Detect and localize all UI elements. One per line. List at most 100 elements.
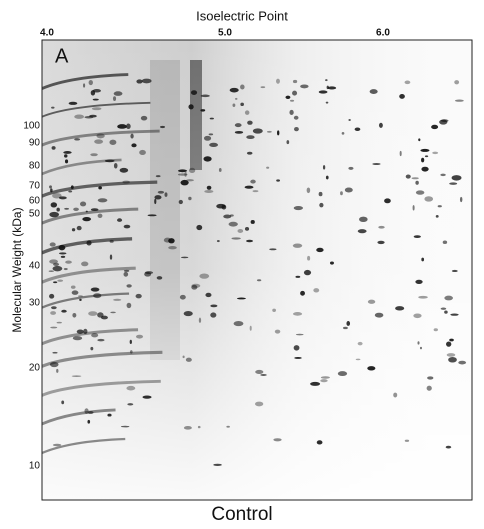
gel-spot xyxy=(157,190,165,194)
gel-spot xyxy=(90,153,98,157)
gel-band xyxy=(42,73,129,90)
gel-spot xyxy=(48,270,54,273)
gel-spot xyxy=(74,114,85,119)
gel-spot xyxy=(341,132,345,135)
gel-spot xyxy=(440,173,446,177)
y-tick-label: 100 xyxy=(23,121,40,132)
gel-spot xyxy=(97,198,108,203)
gel-spot xyxy=(448,356,457,363)
gel-spot xyxy=(81,261,89,267)
gel-spot xyxy=(439,119,448,125)
gel-spot xyxy=(234,131,244,134)
gel-spot xyxy=(421,166,429,172)
gel-spot xyxy=(367,299,376,304)
gel-spot xyxy=(378,122,383,128)
gel-spot xyxy=(79,201,87,207)
gel-spot xyxy=(203,135,212,141)
gel-spot xyxy=(88,311,98,316)
gel-spot xyxy=(50,311,57,315)
gel-spot xyxy=(374,312,384,318)
gel-spot xyxy=(367,366,376,371)
gel-image xyxy=(42,40,472,500)
gel-spot xyxy=(249,325,252,331)
gel-spot xyxy=(93,293,102,299)
gel-spot xyxy=(293,205,304,211)
gel-spot xyxy=(155,175,161,178)
gel-spot xyxy=(246,239,253,243)
gel-spot xyxy=(273,438,282,442)
gel-spot xyxy=(113,298,122,301)
gel-spot xyxy=(216,239,220,243)
gel-spot xyxy=(154,198,157,205)
gel-spot xyxy=(58,244,66,251)
gel-spot xyxy=(49,211,60,218)
gel-spot xyxy=(97,338,105,342)
gel-spot xyxy=(329,261,334,265)
gel-spot xyxy=(180,256,189,259)
gel-spot xyxy=(184,171,187,177)
gel-spot xyxy=(140,115,148,121)
gel-spot xyxy=(126,302,132,309)
x-axis-title: Isoelectric Point xyxy=(196,8,288,23)
gel-spot xyxy=(255,401,264,407)
gel-spot xyxy=(127,403,134,406)
gel-spot xyxy=(51,106,55,109)
gel-spot xyxy=(229,87,239,93)
gel-spot xyxy=(250,220,255,224)
gel-spot xyxy=(191,284,198,290)
gel-spot xyxy=(294,356,302,359)
gel-spot xyxy=(246,151,253,155)
gel-spot xyxy=(79,298,82,301)
gel-spot xyxy=(210,304,218,308)
gel-spot xyxy=(63,151,72,154)
gel-spot xyxy=(419,346,423,350)
gel-spot xyxy=(49,185,52,189)
gel-spot xyxy=(73,207,79,211)
gel-spot xyxy=(87,419,91,424)
gel-spot xyxy=(188,196,192,201)
gel-spot xyxy=(244,185,254,189)
gel-spot xyxy=(449,182,458,185)
gel-spot xyxy=(206,185,212,190)
gel-spot xyxy=(223,214,232,219)
gel-spot xyxy=(294,126,299,132)
y-tick-label: 20 xyxy=(29,363,41,374)
gel-spot xyxy=(76,225,82,231)
gel-spot xyxy=(129,339,132,344)
gel-spot xyxy=(326,85,329,90)
gel-spot xyxy=(415,180,419,185)
gel-spot xyxy=(318,90,328,94)
gel-spot xyxy=(237,297,246,300)
gel-spot xyxy=(141,78,152,84)
gel-band xyxy=(42,207,139,225)
gel-spot xyxy=(109,254,113,260)
gel-spot xyxy=(348,166,354,170)
gel-spot xyxy=(56,368,59,373)
gel-spot xyxy=(96,133,105,139)
gel-spot xyxy=(359,216,368,223)
gel-spot xyxy=(306,187,311,194)
gel-spot xyxy=(126,284,132,288)
gel-spot xyxy=(53,262,60,266)
gel-spot xyxy=(52,192,62,199)
y-tick-label: 40 xyxy=(29,261,41,272)
gel-spot xyxy=(120,425,130,428)
gel-spot xyxy=(319,202,324,208)
gel-fade xyxy=(42,40,472,500)
gel-spot xyxy=(226,425,230,428)
gel-band xyxy=(42,237,133,255)
gel-spot xyxy=(405,174,411,179)
panel-label: A xyxy=(55,45,69,67)
gel-spot xyxy=(64,154,68,158)
gel-spot xyxy=(247,120,253,125)
gel-spot xyxy=(182,355,185,359)
gel-spot xyxy=(87,411,94,414)
gel-spot xyxy=(354,127,361,132)
gel-spot xyxy=(85,210,88,213)
gel-spot xyxy=(292,79,298,84)
gel-spot xyxy=(450,313,459,316)
gel-spot xyxy=(86,240,92,246)
gel-spot xyxy=(276,78,280,84)
gel-spot xyxy=(237,229,244,233)
gel-spot xyxy=(451,175,462,181)
